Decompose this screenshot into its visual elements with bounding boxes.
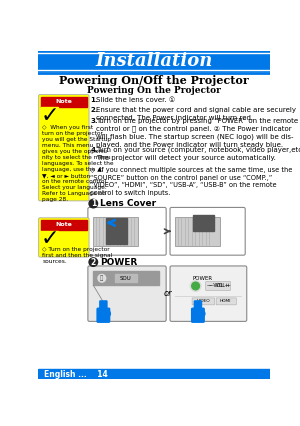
Text: Slide the lens cover. ①: Slide the lens cover. ① xyxy=(96,97,176,104)
Text: POWER: POWER xyxy=(100,258,137,267)
Text: 1: 1 xyxy=(91,199,96,208)
Text: 1.: 1. xyxy=(90,97,98,104)
Bar xyxy=(115,274,137,282)
Text: VIDEO: VIDEO xyxy=(196,299,210,303)
FancyBboxPatch shape xyxy=(99,300,108,312)
Bar xyxy=(38,369,270,379)
Text: Installation: Installation xyxy=(95,52,212,70)
Text: ◇  When you first
turn on the projector,
you will get the Startup
menu. This men: ◇ When you first turn on the projector, … xyxy=(42,125,114,202)
Text: ✓: ✓ xyxy=(40,229,59,249)
Text: Note: Note xyxy=(56,222,72,227)
Circle shape xyxy=(199,311,205,317)
Text: 2.: 2. xyxy=(90,107,98,113)
Text: HDMI: HDMI xyxy=(220,299,232,303)
Text: Turn on the projector by pressing “POWER” on the remote
control or ⏻ on the cont: Turn on the projector by pressing “POWER… xyxy=(96,118,298,148)
FancyBboxPatch shape xyxy=(88,207,166,255)
Text: English ...    14: English ... 14 xyxy=(44,370,107,379)
Text: or: or xyxy=(164,289,172,298)
Circle shape xyxy=(104,311,110,317)
Text: Note: Note xyxy=(56,99,72,104)
Polygon shape xyxy=(176,217,220,246)
Polygon shape xyxy=(93,217,138,246)
Bar xyxy=(40,220,87,230)
Text: Ensure that the power cord and signal cable are securely
connected. The Power in: Ensure that the power cord and signal ca… xyxy=(96,107,296,121)
Text: SOU: SOU xyxy=(120,276,132,281)
Text: 4.: 4. xyxy=(90,147,98,153)
Circle shape xyxy=(190,281,201,291)
Text: — VOL +: — VOL + xyxy=(209,283,230,288)
Text: ◇  If you connect multiple sources at the same time, use the
“SOURCE” button on : ◇ If you connect multiple sources at the… xyxy=(90,167,292,196)
Text: Lens Cover: Lens Cover xyxy=(100,199,156,208)
Circle shape xyxy=(192,282,200,290)
Text: POWER: POWER xyxy=(193,276,213,281)
Circle shape xyxy=(89,258,98,266)
Text: Powering On the Projector: Powering On the Projector xyxy=(87,86,221,95)
FancyBboxPatch shape xyxy=(170,266,247,321)
Text: ✓: ✓ xyxy=(40,106,59,126)
Bar xyxy=(40,97,87,106)
FancyBboxPatch shape xyxy=(194,300,202,312)
FancyBboxPatch shape xyxy=(216,298,236,305)
FancyBboxPatch shape xyxy=(192,298,214,305)
FancyBboxPatch shape xyxy=(39,218,89,257)
Text: Turn on your source (computer, notebook, video player,etc.)
The projector will d: Turn on your source (computer, notebook,… xyxy=(96,147,300,161)
Text: 2: 2 xyxy=(91,258,96,267)
Text: — VOL +: — VOL + xyxy=(207,283,229,288)
Text: Powering On/Off the Projector: Powering On/Off the Projector xyxy=(59,75,249,86)
Circle shape xyxy=(89,199,98,208)
FancyBboxPatch shape xyxy=(191,308,205,323)
Bar xyxy=(38,51,270,71)
Bar xyxy=(106,218,128,245)
Text: ◇ Turn on the projector
first and then the signal
sources.: ◇ Turn on the projector first and then t… xyxy=(42,248,112,265)
FancyBboxPatch shape xyxy=(96,308,110,323)
FancyBboxPatch shape xyxy=(170,207,245,255)
Bar xyxy=(41,107,58,123)
FancyBboxPatch shape xyxy=(88,266,166,321)
Bar xyxy=(41,230,58,246)
Circle shape xyxy=(98,274,106,282)
FancyBboxPatch shape xyxy=(39,95,89,201)
Bar xyxy=(193,215,214,230)
Bar xyxy=(93,271,159,285)
Text: ⏻: ⏻ xyxy=(100,276,103,281)
Text: 3.: 3. xyxy=(90,118,98,124)
FancyBboxPatch shape xyxy=(206,281,230,291)
